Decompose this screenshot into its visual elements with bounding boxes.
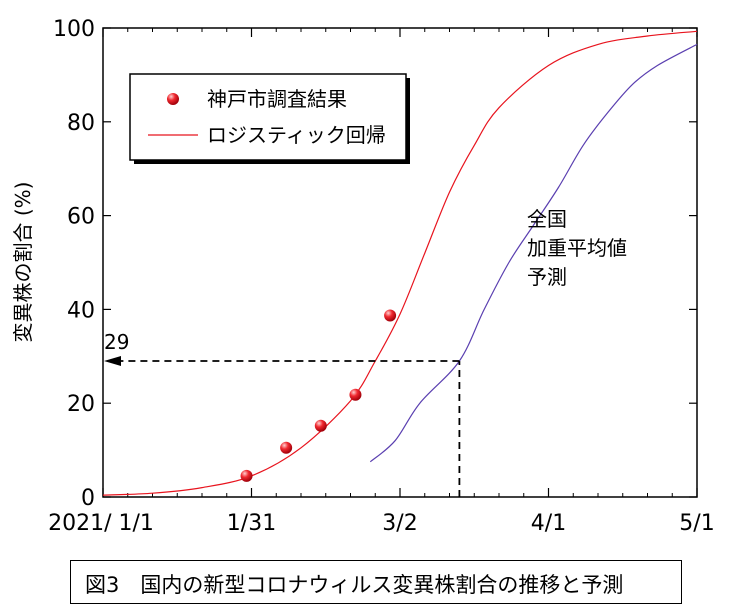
y-tick-label: 100	[53, 17, 95, 42]
arrow-value-label: 29	[104, 330, 129, 354]
y-axis-title: 変異株の割合 (%)	[11, 182, 35, 343]
series-line	[369, 43, 698, 463]
national-label-line-3: 予測	[527, 265, 567, 289]
figure-caption-box: 図3 国内の新型コロナウィルス変異株割合の推移と予測	[70, 560, 682, 604]
y-tick-label: 40	[67, 298, 95, 323]
series-layer	[102, 30, 698, 496]
y-axis: 0 20 40 60 80 100	[53, 17, 697, 511]
scatter-point	[314, 419, 327, 432]
x-axis: 2021/ 1/1 1/31 3/2 4/1 5/1	[48, 28, 715, 536]
scatter-point	[240, 469, 253, 482]
legend-marker-scatter	[167, 93, 179, 105]
y-tick-label: 0	[81, 486, 95, 511]
chart: 0 20 40 60 80 100 2021/ 1/1 1/31 3/2 4/1 5/1 変異株の…	[11, 17, 715, 536]
series-line	[102, 30, 698, 496]
figure-caption: 図3 国内の新型コロナウィルス変異株割合の推移と予測	[85, 573, 624, 597]
x-tick-label: 2021/ 1/1	[48, 511, 154, 536]
national-label-line-1: 全国	[527, 207, 567, 231]
scatter-point	[280, 441, 293, 454]
y-tick-label: 60	[67, 205, 95, 230]
legend-box	[129, 73, 407, 161]
x-tick-label: 5/1	[679, 511, 714, 536]
scatter-point	[384, 309, 397, 322]
y-tick-label: 20	[67, 392, 95, 417]
national-label-line-2: 加重平均値	[527, 236, 627, 260]
x-tick-label: 1/31	[227, 511, 276, 536]
x-tick-label: 3/2	[382, 511, 417, 536]
x-tick-label: 4/1	[531, 511, 566, 536]
y-tick-label: 80	[67, 111, 95, 136]
arrow-annotation	[104, 355, 461, 497]
arrow-head	[104, 355, 121, 366]
legend-label-line: ロジスティック回帰	[207, 123, 386, 147]
legend: 神戸市調査結果 ロジスティック回帰	[129, 73, 410, 164]
legend-label-scatter: 神戸市調査結果	[207, 87, 347, 111]
scatter-point	[349, 388, 362, 401]
